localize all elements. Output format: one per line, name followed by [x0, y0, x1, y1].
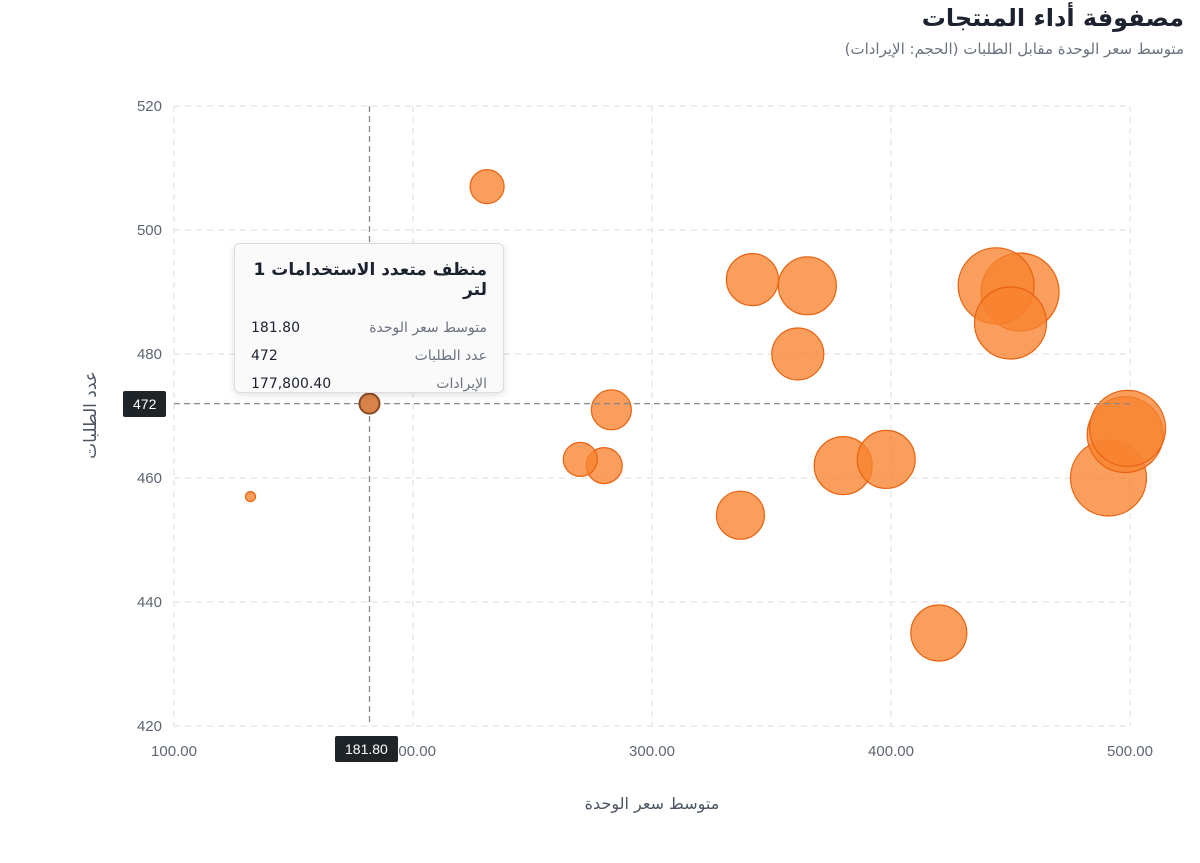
tooltip-row: الإيرادات 177,800.40	[251, 370, 487, 398]
bubble-point[interactable]	[715, 490, 766, 540]
data-tooltip: منظف متعدد الاستخدامات 1 لتر متوسط سعر ا…	[234, 243, 504, 393]
crosshair-x-value: 181.80	[335, 736, 398, 762]
x-axis-label: متوسط سعر الوحدة	[585, 794, 720, 814]
y-tick-label: 520	[137, 98, 162, 115]
bubble-point[interactable]	[973, 286, 1048, 360]
y-tick-label: 460	[137, 470, 162, 487]
y-tick-label: 420	[137, 718, 162, 735]
grid-lines	[173, 105, 1131, 727]
bubble-point[interactable]	[725, 253, 779, 307]
bubble-point[interactable]	[1089, 389, 1167, 467]
bubble-point[interactable]	[771, 327, 825, 381]
y-tick-label: 500	[137, 222, 162, 239]
y-tick-label: 480	[137, 346, 162, 363]
x-tick-label: 300.00	[629, 743, 675, 760]
x-tick-label: 400.00	[868, 743, 914, 760]
tooltip-row: عدد الطلبات 472	[251, 342, 487, 370]
tooltip-row: متوسط سعر الوحدة 181.80	[251, 314, 487, 342]
bubble-point[interactable]	[469, 169, 505, 205]
tooltip-label: متوسط سعر الوحدة	[369, 320, 487, 336]
tooltip-value: 177,800.40	[251, 376, 332, 392]
highlighted-point[interactable]	[358, 392, 381, 415]
x-tick-label: 100.00	[151, 743, 197, 760]
tooltip-label: الإيرادات	[436, 376, 487, 392]
bubble-point[interactable]	[244, 491, 257, 503]
y-tick-label: 440	[137, 594, 162, 611]
bubble-point[interactable]	[910, 604, 968, 662]
tooltip-value: 181.80	[251, 320, 300, 336]
bubble-point[interactable]	[777, 256, 837, 316]
tooltip-label: عدد الطلبات	[414, 348, 487, 364]
chart-title: مصفوفة أداء المنتجات	[921, 4, 1184, 32]
bubble-layer[interactable]	[244, 169, 1167, 662]
tooltip-title: منظف متعدد الاستخدامات 1 لتر	[253, 260, 487, 300]
axis-ticks: 100.00 200.00 300.00 400.00 500.00 420 440 460 4…	[137, 98, 1153, 760]
bubble-point[interactable]	[856, 429, 916, 489]
bubble-point[interactable]	[590, 389, 632, 431]
chart-subtitle: متوسط سعر الوحدة مقابل الطلبات (الحجم: ا…	[844, 40, 1184, 58]
crosshair	[174, 106, 1130, 726]
tooltip-value: 472	[251, 348, 278, 364]
bubble-point[interactable]	[562, 441, 598, 477]
y-axis-label: عدد الطلبات	[81, 371, 101, 459]
crosshair-y-value: 472	[123, 391, 167, 417]
x-tick-label: 200.00	[390, 743, 436, 760]
x-tick-label: 500.00	[1107, 743, 1153, 760]
